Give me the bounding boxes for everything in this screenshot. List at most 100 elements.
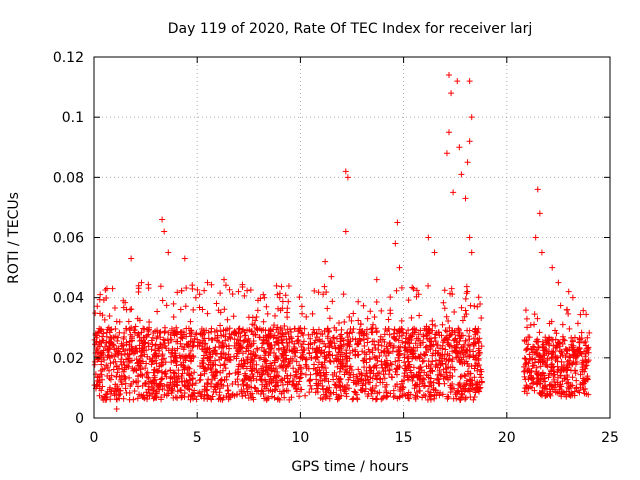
data-point [200,327,207,334]
data-point [345,338,352,345]
data-point [467,302,474,309]
data-point [295,340,302,347]
data-point [536,389,543,396]
data-point [444,339,451,346]
data-point [546,342,553,349]
data-point [565,379,572,386]
data-point [275,339,282,346]
data-point [547,392,554,399]
data-point [288,394,295,401]
data-point [289,378,296,385]
data-point [322,364,329,371]
data-point [128,380,135,387]
data-point [405,327,412,334]
data-point [252,352,259,359]
data-point [225,342,232,349]
data-point [313,330,320,337]
data-point [454,78,461,85]
data-point [158,396,165,403]
data-point [263,303,270,310]
data-point [222,282,229,289]
data-point [250,396,257,403]
data-point [466,385,473,392]
data-point [200,352,207,359]
data-point [265,395,272,402]
data-point [446,324,453,331]
data-point [345,385,352,392]
data-point [226,370,233,377]
data-point [523,359,530,366]
data-point [423,332,430,339]
data-point [330,389,337,396]
data-point [347,325,354,332]
data-point [102,343,109,350]
data-point [470,348,477,355]
data-point [189,338,196,345]
data-point [282,329,289,336]
data-point [523,360,530,367]
data-point [534,186,541,193]
data-point [171,332,178,339]
data-point [534,375,541,382]
data-point [258,371,265,378]
data-point [173,324,180,331]
data-point [98,387,105,394]
data-point [145,386,152,393]
data-point [267,326,274,333]
data-point [411,329,418,336]
data-point [569,294,576,301]
data-point [132,323,139,330]
data-point [157,341,164,348]
data-point [101,316,108,323]
data-point [430,379,437,386]
data-point [221,361,228,368]
data-point [398,380,405,387]
data-point [309,345,316,352]
data-point [413,287,420,294]
data-point [120,297,127,304]
data-point [523,315,530,322]
data-point [216,392,223,399]
data-point [100,296,107,303]
data-point [577,371,584,378]
data-point [423,372,430,379]
data-point [532,234,539,241]
data-point [422,382,429,389]
data-point [224,382,231,389]
data-point [302,371,309,378]
data-point [404,392,411,399]
data-point [549,354,556,361]
data-point [209,393,216,400]
data-point [476,349,483,356]
data-point [98,340,105,347]
data-point [152,353,159,360]
data-point [226,325,233,332]
data-point [373,298,380,305]
x-tick-label: 15 [395,430,413,446]
data-point [201,287,208,294]
data-point [180,329,187,336]
data-point [326,357,333,364]
data-point [551,378,558,385]
data-point [121,350,128,357]
data-point [106,313,113,320]
data-point [190,306,197,313]
data-point [332,345,339,352]
data-point [106,367,113,374]
data-point [250,340,257,347]
data-point [305,331,312,338]
data-point [279,357,286,364]
data-point [205,376,212,383]
data-point [462,382,469,389]
data-point [157,283,164,290]
data-point [545,374,552,381]
data-point [159,216,166,223]
data-point [121,333,127,340]
data-point [347,371,354,378]
data-point [189,282,196,289]
data-point [134,348,141,355]
data-point [359,382,366,389]
data-point [286,378,293,385]
data-point [539,370,546,377]
